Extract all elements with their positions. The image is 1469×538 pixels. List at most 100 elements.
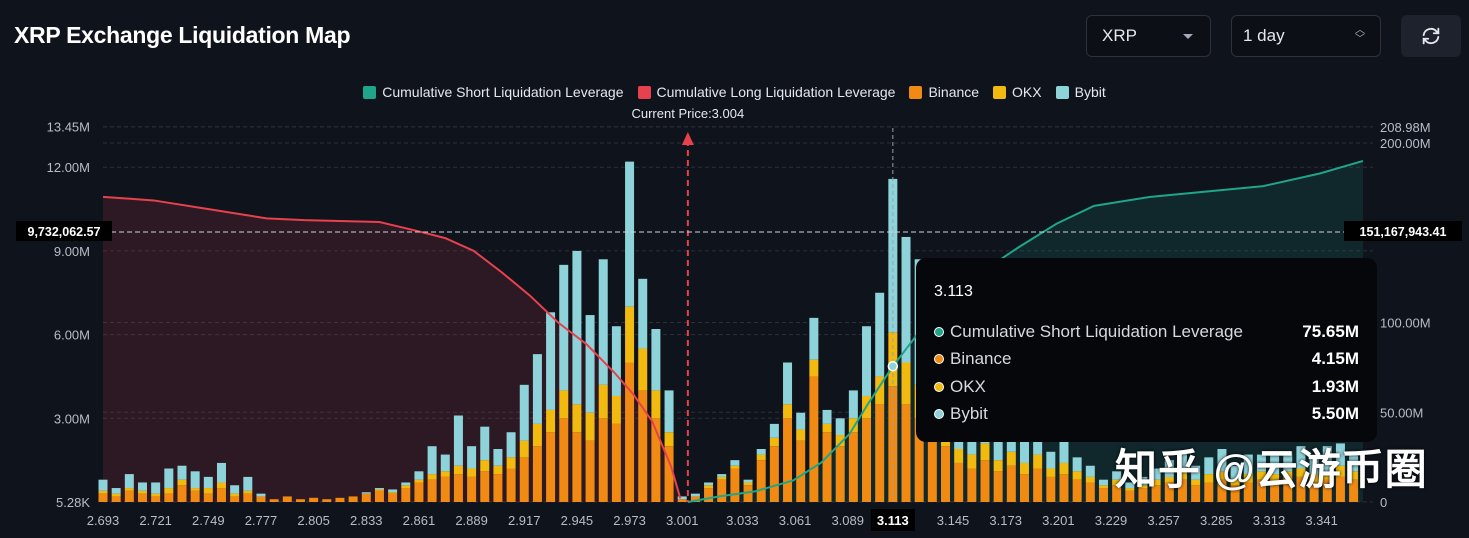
bar-okx	[1335, 465, 1345, 477]
bar-bybit	[216, 462, 226, 483]
bar-okx	[519, 440, 529, 458]
bar-binance	[519, 457, 529, 502]
bar-bybit	[1125, 482, 1135, 489]
bar-okx	[546, 409, 556, 433]
x-tick-label: 2.721	[139, 513, 172, 528]
legend-item[interactable]: Bybit	[1055, 84, 1106, 101]
x-tick-label: 2.861	[403, 513, 436, 528]
bar-binance	[414, 482, 424, 502]
bar-bybit	[756, 448, 766, 455]
bar-binance	[901, 404, 911, 502]
bar-okx	[993, 460, 1003, 472]
bar-okx	[230, 493, 240, 497]
bar-bybit	[598, 259, 608, 385]
page-title: XRP Exchange Liquidation Map	[14, 22, 351, 48]
bar-bybit	[1243, 454, 1253, 475]
bar-okx	[427, 474, 437, 480]
bar-bybit	[901, 236, 911, 363]
crosshair-right-box	[1344, 221, 1462, 241]
bar-binance	[269, 499, 279, 502]
bar-okx	[440, 471, 450, 477]
bar-okx	[388, 492, 398, 494]
y-left-tick-label: 6.00M	[54, 328, 90, 343]
bar-binance	[611, 423, 621, 502]
bar-binance	[335, 497, 345, 502]
bar-binance	[164, 493, 174, 502]
bar-okx	[1349, 471, 1359, 480]
legend-item[interactable]: Cumulative Long Liquidation Leverage	[637, 84, 895, 101]
bar-binance	[769, 446, 779, 502]
bar-bybit	[519, 384, 529, 441]
bar-binance	[1177, 479, 1187, 502]
timeframe-select[interactable]: 1 day ︿ ﹀	[1231, 15, 1381, 57]
bar-bybit	[848, 390, 858, 419]
bar-bybit	[783, 362, 793, 405]
bar-okx	[1243, 474, 1253, 483]
bar-bybit	[967, 432, 977, 455]
coin-select[interactable]: XRP	[1086, 15, 1211, 57]
bar-bybit	[1309, 457, 1319, 475]
y-left-tick-label: 12.00M	[47, 160, 90, 175]
bar-binance	[704, 488, 714, 502]
legend-swatch	[909, 86, 923, 99]
bar-okx	[1085, 476, 1095, 483]
bar-okx	[414, 479, 424, 483]
refresh-button[interactable]	[1401, 15, 1461, 57]
bar-okx	[467, 468, 477, 477]
bar-okx	[769, 437, 779, 447]
bar-binance	[967, 468, 977, 502]
bar-binance	[1309, 482, 1319, 502]
legend-swatch	[637, 86, 651, 99]
bar-binance	[1270, 482, 1280, 502]
bar-okx	[1046, 468, 1056, 477]
bar-okx	[216, 482, 226, 489]
bar-okx	[1204, 474, 1214, 483]
tooltip-row: Binance 4.15M	[934, 346, 1359, 374]
bar-binance	[875, 404, 885, 502]
bar-okx	[572, 404, 582, 433]
bar-bybit	[1059, 437, 1069, 463]
bar-binance	[309, 497, 319, 502]
tooltip-row: Bybit 5.50M	[934, 401, 1359, 429]
x-tick-label: 3.229	[1095, 513, 1128, 528]
bar-okx	[532, 423, 542, 447]
bar-binance	[941, 446, 951, 502]
bar-binance	[453, 474, 463, 502]
tooltip-title: 3.113	[934, 283, 973, 300]
tooltip-label: Cumulative Short Liquidation Leverage	[950, 321, 1243, 341]
bar-binance	[1283, 479, 1293, 502]
bar-bybit	[1019, 440, 1029, 463]
bar-binance	[730, 468, 740, 502]
x-tick-label: 3.001	[666, 513, 699, 528]
tooltip-value: 4.15M	[1311, 349, 1359, 369]
bar-binance	[598, 418, 608, 502]
bar-okx	[1059, 462, 1069, 475]
bar-bybit	[572, 250, 582, 405]
bar-okx	[1164, 476, 1174, 483]
bar-okx	[1151, 479, 1161, 486]
bar-binance	[124, 490, 134, 502]
legend-item[interactable]: OKX	[993, 84, 1042, 101]
bar-binance	[388, 493, 398, 502]
series-dot	[934, 326, 944, 337]
x-tick-label: 2.833	[350, 513, 383, 528]
bar-binance	[216, 488, 226, 502]
y-right-tick-label: 0	[1380, 495, 1387, 510]
bar-binance	[572, 432, 582, 502]
y-right-tick-label: 50.00M	[1380, 405, 1423, 420]
bar-bybit	[243, 476, 253, 491]
legend-item[interactable]: Cumulative Short Liquidation Leverage	[363, 84, 624, 101]
bar-okx	[1072, 471, 1082, 480]
bar-okx	[401, 485, 411, 489]
bar-okx	[1019, 462, 1029, 475]
bar-okx	[1296, 468, 1306, 477]
bar-okx	[1283, 471, 1293, 480]
bar-bybit	[1283, 451, 1293, 472]
current-price-label: Current Price:3.004	[631, 106, 744, 121]
bar-bybit	[1085, 465, 1095, 477]
tooltip-row: OKX 1.93M	[934, 373, 1359, 401]
bar-okx	[954, 448, 964, 463]
bar-binance	[796, 440, 806, 502]
legend-label: OKX	[1012, 84, 1042, 100]
legend-item[interactable]: Binance	[909, 84, 979, 101]
